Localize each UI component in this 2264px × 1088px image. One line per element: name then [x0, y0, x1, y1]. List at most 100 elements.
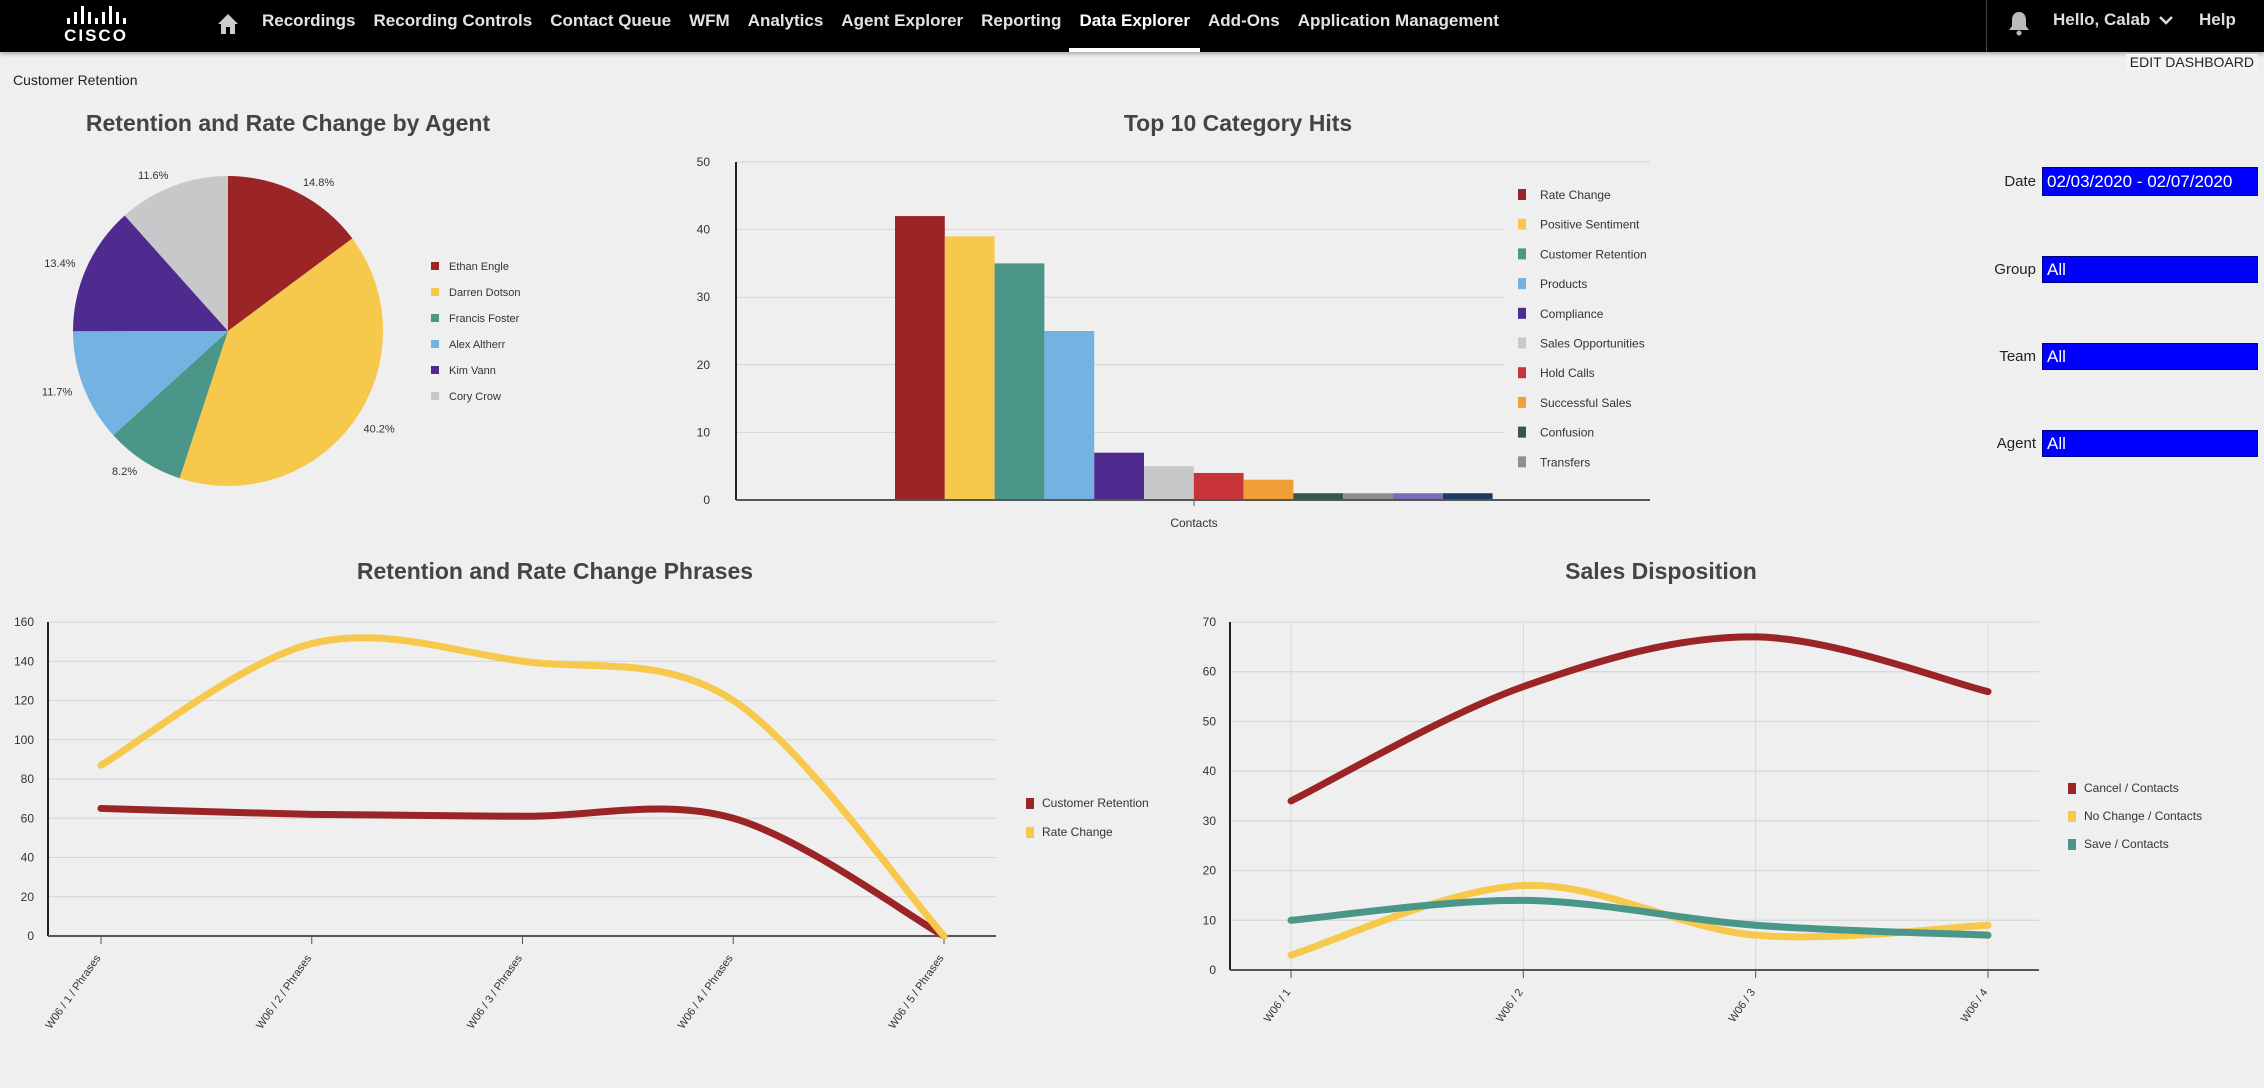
nav-reporting[interactable]: Reporting: [981, 11, 1062, 30]
home-icon[interactable]: [216, 12, 240, 36]
y-tick-label: 0: [703, 493, 710, 507]
y-tick-label: 60: [21, 811, 35, 825]
breadcrumb: Customer Retention: [13, 72, 138, 88]
pie-value-label: 14.8%: [303, 177, 334, 189]
y-tick-label: 60: [1203, 665, 1217, 679]
legend-swatch: [1518, 248, 1526, 260]
legend-swatch: [1518, 367, 1526, 379]
x-tick-label: W06 / 4 / Phrases: [676, 952, 736, 1031]
y-tick-label: 140: [14, 654, 34, 668]
group-select[interactable]: All: [2042, 256, 2258, 283]
bar: [1144, 466, 1194, 500]
help-link[interactable]: Help: [2199, 10, 2236, 29]
y-tick-label: 0: [27, 929, 34, 943]
y-tick-label: 20: [1203, 864, 1217, 878]
legend-swatch: [431, 340, 439, 348]
legend-swatch: [2068, 839, 2076, 850]
bar: [1293, 493, 1344, 500]
x-tick-label: W06 / 5 / Phrases: [886, 952, 946, 1031]
legend-label: Confusion: [1540, 426, 1594, 440]
legend-label: Francis Foster: [449, 313, 520, 325]
legend-swatch: [1026, 798, 1034, 809]
nav-add-ons[interactable]: Add-Ons: [1207, 11, 1280, 30]
legend-swatch: [1518, 218, 1526, 230]
x-tick-label: W06 / 4: [1959, 987, 1991, 1025]
legend-swatch: [1518, 307, 1526, 319]
team-label: Team: [1999, 348, 2036, 365]
nav-application-management[interactable]: Application Management: [1297, 11, 1499, 30]
legend-label: Cancel / Contacts: [2084, 781, 2179, 795]
chevron-down-icon[interactable]: [2158, 14, 2174, 26]
nav-agent-explorer[interactable]: Agent Explorer: [841, 11, 964, 30]
legend-label: Compliance: [1540, 307, 1604, 321]
legend-label: Products: [1540, 277, 1587, 291]
logo-text: CISCO: [64, 26, 128, 45]
user-greeting[interactable]: Hello, Calab: [2053, 10, 2151, 29]
legend-label: Darren Dotson: [449, 287, 521, 299]
bell-icon[interactable]: [2008, 10, 2030, 36]
pie-slice: [124, 176, 228, 331]
date-range-input[interactable]: 02/03/2020 - 02/07/2020: [2042, 167, 2258, 196]
legend-swatch: [1518, 456, 1526, 468]
legend-label: Save / Contacts: [2084, 837, 2169, 851]
x-tick-label: W06 / 2 / Phrases: [254, 952, 314, 1031]
y-tick-label: 40: [21, 851, 35, 865]
sales-chart-title: Sales Disposition: [1565, 558, 1757, 584]
pie-slice: [228, 175, 353, 331]
pie-slice: [113, 331, 228, 479]
nav-recording-controls[interactable]: Recording Controls: [373, 11, 533, 30]
pie-value-label: 11.7%: [42, 386, 73, 398]
y-tick-label: 10: [1203, 913, 1217, 927]
legend-label: No Change / Contacts: [2084, 809, 2202, 823]
y-tick-label: 80: [21, 772, 35, 786]
legend-swatch: [431, 288, 439, 296]
y-tick-label: 100: [14, 733, 34, 747]
bar: [895, 216, 945, 500]
agent-select[interactable]: All: [2042, 430, 2258, 457]
nav-wfm[interactable]: WFM: [689, 11, 730, 30]
nav-recordings[interactable]: Recordings: [262, 11, 356, 30]
legend-swatch: [2068, 783, 2076, 794]
y-tick-label: 40: [697, 223, 711, 237]
y-tick-label: 50: [697, 155, 711, 169]
main-menu: Recordings Recording Controls Contact Qu…: [262, 0, 1499, 52]
series-line: [1287, 633, 1992, 805]
nav-analytics[interactable]: Analytics: [747, 11, 824, 30]
legend-label: Kim Vann: [449, 365, 496, 377]
pie-value-label: 8.2%: [112, 466, 137, 478]
legend-label: Alex Altherr: [449, 339, 506, 351]
pie-slice: [73, 331, 229, 436]
pie-value-label: 40.2%: [364, 424, 395, 436]
cisco-logo[interactable]: CISCO: [56, 4, 136, 46]
phrases-chart-title: Retention and Rate Change Phrases: [356, 558, 754, 584]
x-tick-label: W06 / 1: [1262, 987, 1294, 1025]
y-tick-label: 30: [697, 290, 711, 304]
legend-label: Positive Sentiment: [1540, 218, 1640, 232]
legend-swatch: [2068, 811, 2076, 822]
legend-swatch: [1026, 827, 1034, 838]
group-label: Group: [1994, 261, 2036, 278]
top-nav: CISCO Recordings Recording Controls Cont…: [0, 0, 2264, 52]
y-tick-label: 20: [21, 890, 35, 904]
y-tick-label: 10: [697, 425, 711, 439]
pie-slice: [179, 238, 384, 487]
x-axis-label: Contacts: [1170, 516, 1217, 530]
pie-chart-title: Retention and Rate Change by Agent: [85, 110, 491, 136]
y-tick-label: 30: [1203, 814, 1217, 828]
x-tick-label: W06 / 2: [1494, 987, 1526, 1025]
bar: [994, 263, 1045, 500]
edit-dashboard-button[interactable]: EDIT DASHBOARD: [2125, 54, 2258, 70]
series-line: [97, 804, 948, 940]
pie-value-label: 11.6%: [138, 170, 169, 182]
legend-label: Sales Opportunities: [1540, 337, 1645, 351]
legend-label: Rate Change: [1042, 825, 1113, 839]
y-tick-label: 120: [14, 694, 34, 708]
nav-data-explorer[interactable]: Data Explorer: [1069, 0, 1200, 52]
nav-contact-queue[interactable]: Contact Queue: [550, 11, 672, 30]
team-select[interactable]: All: [2042, 343, 2258, 370]
legend-label: Successful Sales: [1540, 396, 1631, 410]
bar: [1044, 331, 1095, 500]
y-tick-label: 160: [14, 615, 34, 629]
legend-swatch: [431, 366, 439, 374]
